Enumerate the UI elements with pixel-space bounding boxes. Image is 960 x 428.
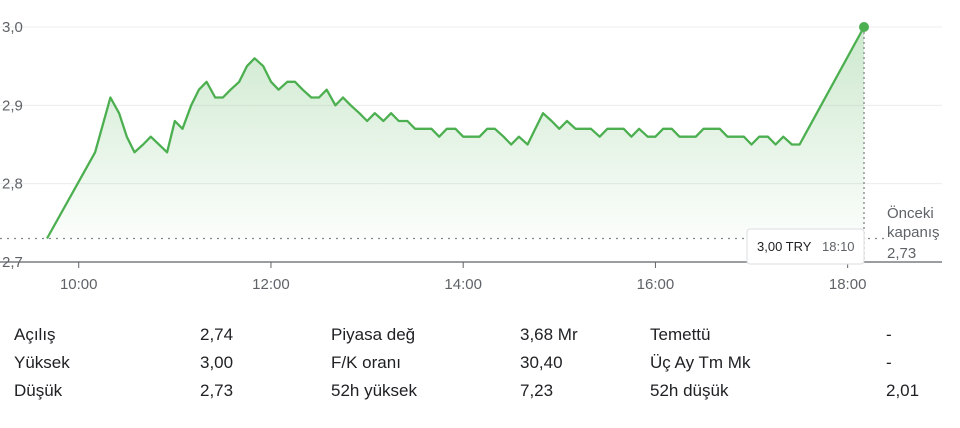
- stat-value: -: [886, 325, 892, 344]
- hover-tooltip: 3,00 TRY 18:10: [746, 228, 865, 265]
- x-tick-label: 16:00: [637, 276, 675, 293]
- stat-value: 3,00: [200, 353, 234, 372]
- stat-value: 2,74: [200, 325, 234, 344]
- stat-label: Düşük: [14, 381, 63, 400]
- price-chart[interactable]: 3,0 2,9 2,8 2,7 10:00 12:00 14:00 16:00 18:00 Ö…: [0, 0, 960, 305]
- previous-close-label: Önceki kapanış 2,73: [887, 204, 940, 262]
- previous-close-label-line2: kapanış: [887, 224, 940, 241]
- y-axis: 3,0 2,9 2,8 2,7: [2, 19, 23, 271]
- stat-value: 7,23: [520, 381, 554, 400]
- tooltip-price: 3,00 TRY: [757, 239, 812, 254]
- stats-row: Düşük 2,73 52h yüksek 7,23 52h düşük 2,01: [0, 378, 960, 406]
- stat-label: Piyasa değ: [331, 325, 416, 344]
- x-tick-label: 10:00: [60, 276, 98, 293]
- stat-label: 52h yüksek: [331, 381, 417, 400]
- x-axis: 10:00 12:00 14:00 16:00 18:00: [60, 262, 866, 293]
- previous-close-value: 2,73: [887, 245, 916, 262]
- stats-row: Yüksek 3,00 F/K oranı 30,40 Üç Ay Tm Mk -: [0, 350, 960, 378]
- price-area: [47, 27, 864, 239]
- stat-value: 2,01: [886, 381, 920, 400]
- stat-label: Üç Ay Tm Mk: [650, 353, 751, 372]
- stat-label: Açılış: [14, 325, 56, 344]
- previous-close-label-line1: Önceki: [887, 204, 934, 222]
- key-stats-table: Açılış 2,74 Piyasa değ 3,68 Mr Temettü - Yükse…: [0, 322, 960, 406]
- y-tick-label: 3,0: [2, 19, 23, 36]
- y-tick-label: 2,7: [2, 254, 23, 271]
- x-tick-label: 14:00: [444, 276, 482, 293]
- tooltip-time: 18:10: [822, 239, 855, 254]
- tooltip-box: [746, 228, 865, 265]
- x-tick-label: 18:00: [829, 276, 867, 293]
- stat-value: 3,68 Mr: [520, 325, 578, 344]
- price-line[interactable]: [45, 26, 866, 240]
- stat-label: 52h düşük: [650, 381, 729, 400]
- stat-label: F/K oranı: [331, 353, 401, 372]
- hover-point: [859, 22, 869, 32]
- stat-label: Temettü: [650, 325, 711, 344]
- stat-value: -: [886, 353, 892, 372]
- stat-value: 2,73: [200, 381, 234, 400]
- y-tick-label: 2,8: [2, 176, 23, 193]
- stat-label: Yüksek: [14, 353, 70, 372]
- x-tick-label: 12:00: [252, 276, 290, 293]
- stats-row: Açılış 2,74 Piyasa değ 3,68 Mr Temettü -: [0, 322, 960, 350]
- y-tick-label: 2,9: [2, 97, 23, 114]
- stat-value: 30,40: [520, 353, 563, 372]
